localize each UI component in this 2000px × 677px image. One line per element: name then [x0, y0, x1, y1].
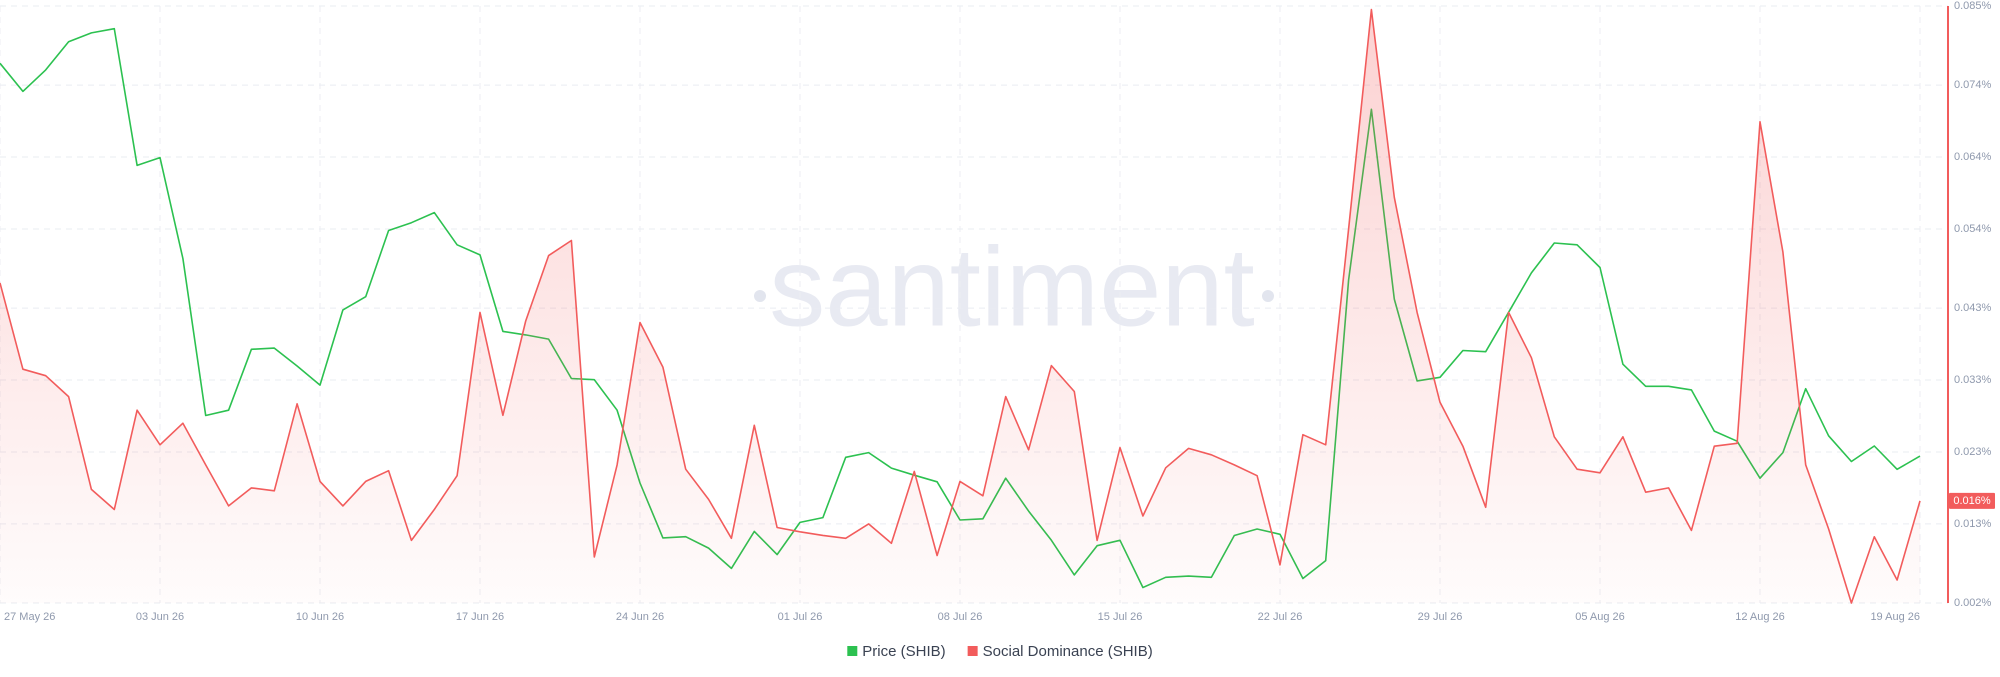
y2-tick-label: 0.054%: [1954, 223, 1992, 235]
last-value-tag: [1949, 492, 1995, 509]
x-tick-label: 27 May 26: [4, 611, 55, 623]
x-tick-label: 19 Aug 26: [1870, 611, 1920, 623]
y2-tick-label: 0.043%: [1954, 302, 1992, 314]
x-tick-label: 15 Jul 26: [1098, 611, 1143, 623]
x-tick-label: 01 Jul 26: [778, 611, 823, 623]
x-tick-label: 29 Jul 26: [1418, 611, 1463, 623]
x-tick-label: 08 Jul 26: [938, 611, 983, 623]
area-fill: [0, 9, 1920, 604]
x-tick-label: 12 Aug 26: [1735, 611, 1785, 623]
last-value-label: 0.016%: [1953, 495, 1991, 507]
legend-swatch: [847, 646, 858, 656]
y2-tick-label: 0.002%: [1954, 597, 1992, 609]
legend-swatch: [967, 646, 978, 656]
x-tick-label: 17 Jun 26: [456, 611, 504, 623]
y2-tick-label: 0.064%: [1954, 151, 1992, 163]
watermark-dot: [1262, 290, 1274, 302]
x-tick-label: 05 Aug 26: [1575, 611, 1625, 623]
y2-tick-label: 0.023%: [1954, 446, 1992, 458]
x-tick-label: 10 Jun 26: [296, 611, 344, 623]
legend-label: Price (SHIB): [862, 643, 945, 660]
legend-label: Social Dominance (SHIB): [983, 643, 1153, 660]
y2-tick-label: 0.074%: [1954, 79, 1992, 91]
series-line: [0, 8, 1921, 604]
watermark: santiment: [769, 225, 1255, 350]
y2-tick-label: 0.033%: [1954, 374, 1992, 386]
y2-tick-label: 0.085%: [1954, 0, 1992, 12]
legend: Price (SHIB) Social Dominance (SHIB): [847, 643, 1153, 660]
x-tick-label: 22 Jul 26: [1258, 611, 1303, 623]
x-tick-label: 03 Jun 26: [136, 611, 184, 623]
x-tick-label: 24 Jun 26: [616, 611, 664, 623]
watermark-dot: [754, 290, 766, 302]
y2-tick-label: 0.013%: [1954, 518, 1992, 530]
